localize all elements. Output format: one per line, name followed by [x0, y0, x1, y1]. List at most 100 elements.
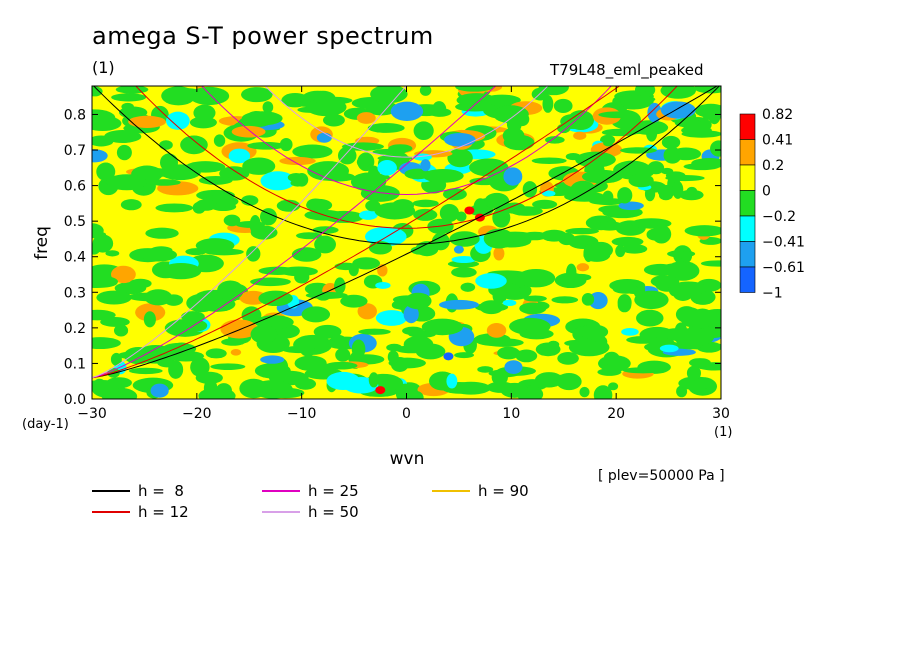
field-patch — [497, 346, 520, 360]
field-patch — [608, 382, 619, 391]
field-patch — [294, 378, 317, 390]
field-patch — [287, 172, 305, 182]
field-patch — [370, 86, 408, 104]
field-patch — [403, 335, 434, 353]
field-patch — [92, 234, 114, 253]
field-patch — [92, 115, 122, 132]
field-patch — [451, 381, 491, 395]
field-patch — [168, 360, 184, 379]
colorbar-swatch — [739, 190, 756, 217]
field-patch — [335, 348, 351, 362]
colorbar-swatch — [739, 241, 756, 268]
y-tick-label: 0.4 — [64, 250, 86, 266]
colorbar-label: −1 — [762, 286, 783, 302]
chart-title: amega S-T power spectrum — [92, 22, 434, 50]
field-patch — [516, 268, 556, 288]
field-patch — [147, 229, 177, 236]
field-patch — [576, 263, 590, 272]
field-patch — [118, 351, 139, 359]
pressure-level-note: [ plev=50000 Pa ] — [598, 468, 725, 484]
field-patch — [663, 147, 682, 164]
colorbar-swatch — [739, 164, 756, 191]
field-patch — [519, 302, 547, 315]
field-patch — [228, 148, 251, 164]
field-patch — [352, 257, 381, 270]
y-tick-label: 0.7 — [64, 143, 86, 159]
field-patch — [348, 263, 359, 277]
field-patch — [700, 260, 721, 267]
field-patch — [279, 266, 318, 277]
field-patch — [523, 295, 547, 302]
field-patch — [665, 174, 705, 182]
field-patch — [241, 195, 259, 206]
field-patch — [128, 367, 163, 375]
field-patch — [475, 273, 507, 289]
field-patch — [356, 112, 376, 124]
field-patch — [573, 131, 587, 140]
field-patch — [431, 232, 450, 251]
field-patch — [455, 211, 467, 222]
chart-subtitle-unit: (1) — [92, 58, 115, 77]
dispersion-curve-eastward — [92, 86, 407, 379]
field-patch — [323, 113, 345, 127]
field-patch — [515, 349, 538, 363]
field-patch — [636, 309, 664, 327]
field-patch — [420, 159, 431, 172]
field-patch — [701, 105, 714, 120]
field-patch — [104, 130, 142, 143]
field-patch — [92, 86, 103, 97]
field-patch — [565, 227, 599, 235]
field-patch — [439, 203, 460, 223]
field-patch — [279, 137, 293, 152]
field-patch — [672, 282, 694, 301]
field-patch — [621, 327, 639, 336]
field-patch — [250, 277, 291, 287]
field-patch — [105, 250, 120, 257]
field-patch — [598, 111, 639, 119]
field-patch — [159, 153, 179, 172]
field-patch — [260, 355, 285, 364]
field-patch — [301, 306, 331, 323]
field-patch — [185, 161, 226, 173]
dispersion-curve-symmetric — [264, 86, 549, 158]
experiment-name: T79L48_eml_peaked — [550, 61, 704, 79]
colorbar-swatch — [739, 266, 756, 293]
field-peak — [443, 352, 454, 361]
field-patch — [368, 372, 379, 388]
field-patch — [479, 300, 504, 315]
colorbar-swatch — [739, 139, 756, 166]
field-patch — [239, 378, 268, 399]
field-patch — [646, 125, 658, 142]
dispersion-curves — [92, 86, 720, 379]
field-patch — [612, 284, 639, 294]
field-peak — [453, 245, 464, 254]
field-patch — [262, 101, 274, 114]
field-patch — [187, 320, 208, 332]
y-tick-label: 0.3 — [64, 285, 86, 301]
field-patch — [113, 324, 129, 337]
legend-label: h = 90 — [478, 482, 529, 500]
field-patch — [500, 382, 529, 398]
field-patch — [358, 328, 391, 335]
field-patch — [560, 114, 583, 129]
field-patch — [360, 184, 400, 202]
field-patch — [404, 292, 432, 310]
colorbar-swatch — [739, 215, 756, 242]
legend-label: h = 8 — [138, 482, 184, 500]
field-patch — [92, 380, 122, 392]
field-patch — [367, 123, 405, 133]
field-patch — [159, 140, 173, 150]
x-tick-label: 20 — [607, 406, 625, 422]
field-patch — [310, 163, 335, 177]
field-patch — [455, 86, 494, 92]
field-patch — [250, 324, 278, 344]
y-axis-unit: (day-1) — [22, 417, 69, 432]
field-patch — [241, 87, 273, 103]
colorbar-label: 0 — [762, 184, 771, 200]
field-patch — [439, 299, 479, 310]
field-patch — [292, 144, 333, 159]
field-patch — [116, 144, 132, 161]
field-patch — [579, 386, 590, 398]
field-patch — [259, 208, 277, 226]
